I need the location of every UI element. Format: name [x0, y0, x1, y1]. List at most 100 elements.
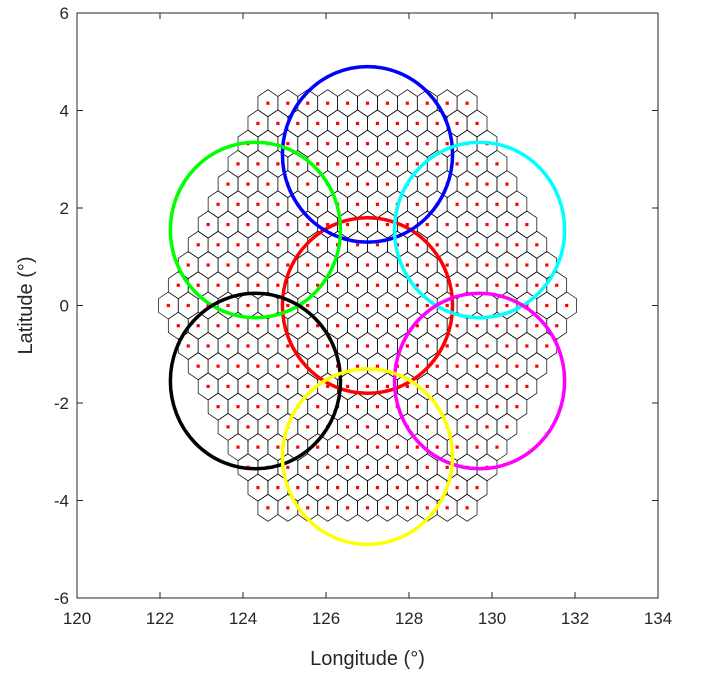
cell-center-point: [475, 485, 479, 490]
cell-center-point: [296, 121, 300, 126]
cell-center-point: [495, 202, 499, 206]
cell-center-point: [186, 263, 190, 267]
cell-center-point: [345, 222, 350, 227]
cell-center-point: [306, 101, 310, 105]
cell-center-point: [455, 121, 459, 126]
x-tick-label: 124: [229, 609, 257, 628]
cell-center-point: [306, 506, 310, 510]
cell-center-point: [385, 182, 390, 186]
cell-center-point: [375, 162, 380, 166]
cell-center-point: [365, 101, 370, 105]
y-tick-label: -4: [54, 492, 69, 511]
cell-center-point: [266, 344, 270, 348]
cell-center-point: [365, 344, 370, 348]
x-tick-label: 122: [146, 609, 174, 628]
y-tick-label: 4: [60, 102, 69, 121]
cell-center-point: [495, 405, 499, 409]
cell-center-point: [246, 384, 250, 389]
cell-center-point: [286, 142, 290, 146]
cell-center-point: [365, 425, 370, 429]
cell-center-point: [425, 303, 429, 308]
beam-ellipse: [392, 291, 567, 471]
cell-center-point: [375, 202, 380, 206]
cell-center-point: [286, 303, 290, 308]
cell-center-point: [505, 344, 509, 348]
cell-center-point: [166, 303, 170, 308]
cell-center-point: [226, 222, 230, 227]
cell-center-point: [405, 465, 409, 469]
cell-center-point: [316, 364, 320, 368]
cell-center-point: [365, 465, 370, 469]
cell-center-point: [495, 445, 499, 449]
cell-center-point: [415, 162, 419, 166]
cell-center-point: [316, 202, 320, 206]
cell-center-point: [355, 364, 360, 368]
cell-center-point: [216, 405, 220, 409]
cell-center-point: [226, 425, 230, 429]
cell-center-point: [345, 384, 350, 389]
cell-center-point: [365, 142, 370, 146]
cell-center-point: [256, 485, 260, 490]
cell-center-point: [326, 465, 330, 469]
cell-center-point: [296, 445, 300, 449]
beam-layer: [168, 64, 567, 547]
cell-center-point: [405, 263, 409, 267]
cell-center-point: [385, 142, 390, 146]
cell-center-point: [186, 303, 190, 308]
beam-ellipse: [392, 140, 567, 320]
cell-center-point: [455, 283, 459, 287]
cell-center-point: [236, 405, 240, 409]
cell-center-point: [296, 324, 300, 328]
hex-cell: [456, 493, 478, 522]
cell-center-point: [326, 344, 330, 348]
hex-cell-layer: [157, 89, 578, 522]
cell-center-point: [465, 344, 469, 348]
cell-center-point: [256, 364, 260, 368]
cell-center-point: [266, 425, 270, 429]
cell-center-point: [555, 283, 559, 287]
cell-center-point: [236, 202, 240, 206]
cell-center-point: [475, 243, 479, 247]
cell-center-point: [505, 384, 509, 389]
cell-center-point: [345, 263, 350, 267]
cell-center-point: [186, 344, 190, 348]
cell-center-point: [425, 384, 429, 389]
cell-center-point: [345, 465, 350, 469]
cell-center-point: [445, 506, 449, 510]
cell-center-point: [435, 324, 439, 328]
cell-center-point: [345, 142, 350, 146]
cell-center-point: [236, 283, 240, 287]
cell-center-point: [236, 243, 240, 247]
cell-center-point: [535, 283, 539, 287]
cell-center-point: [475, 324, 479, 328]
cell-center-point: [485, 222, 489, 227]
cell-center-point: [316, 283, 320, 287]
plot-area: [157, 64, 578, 547]
x-tick-label: 120: [63, 609, 91, 628]
cell-center-point: [435, 243, 439, 247]
cell-center-point: [425, 425, 429, 429]
cell-center-point: [425, 263, 429, 267]
cell-center-point: [485, 182, 489, 186]
cell-center-point: [286, 465, 290, 469]
cell-center-point: [256, 243, 260, 247]
cell-center-point: [545, 344, 549, 348]
cell-center-point: [445, 222, 449, 227]
cell-center-point: [326, 263, 330, 267]
cell-center-point: [425, 506, 429, 510]
cell-center-point: [196, 243, 200, 247]
cell-center-point: [465, 222, 469, 227]
cell-center-point: [415, 405, 419, 409]
x-tick-label: 126: [312, 609, 340, 628]
cell-center-point: [475, 364, 479, 368]
cell-center-point: [296, 162, 300, 166]
cell-center-point: [385, 101, 390, 105]
cell-center-point: [505, 303, 509, 308]
beam-ellipse: [280, 367, 455, 547]
cell-center-point: [495, 243, 499, 247]
cell-center-point: [375, 243, 380, 247]
cell-center-point: [505, 425, 509, 429]
cell-center-point: [256, 162, 260, 166]
y-tick-label: 6: [60, 4, 69, 23]
cell-center-point: [306, 344, 310, 348]
